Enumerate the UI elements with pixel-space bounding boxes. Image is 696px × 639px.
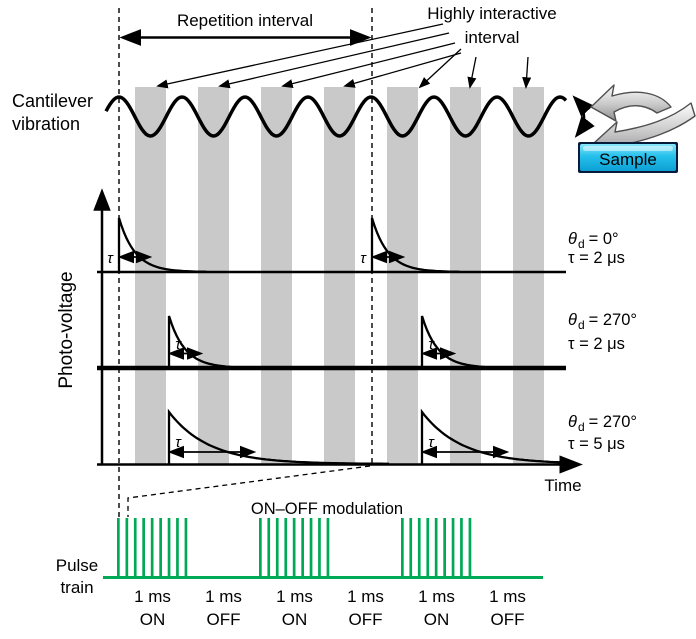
pulse <box>434 518 438 576</box>
tau-symbol: τ <box>175 336 182 353</box>
window-label-state: ON <box>424 610 450 629</box>
decay-curve <box>370 217 460 273</box>
pulse <box>326 518 330 576</box>
interactive-interval-bar <box>324 87 355 464</box>
pointer-arrow <box>218 32 450 89</box>
pulse <box>159 518 162 576</box>
pulse <box>259 518 262 576</box>
pulse <box>133 518 137 576</box>
decay-curve <box>117 217 207 273</box>
sample-box-highlight <box>583 146 673 151</box>
tau-value-row-2: τ = 2 μs <box>568 335 625 353</box>
pulse-train-baseline <box>103 576 543 579</box>
window-label-state: ON <box>140 610 166 629</box>
vibration-direction-arrow-icon <box>572 95 595 138</box>
pointer-arrow <box>418 48 462 89</box>
repetition-interval-label: Repetition interval <box>177 11 313 30</box>
tau-symbol: τ <box>107 250 114 267</box>
pulse <box>117 518 120 576</box>
highly-interactive-label-line1: Highly interactive <box>427 4 556 23</box>
pulse <box>167 518 171 576</box>
cantilever-3d-arrow-upper-icon <box>590 84 672 122</box>
window-label-duration: 1 ms <box>489 587 526 606</box>
window-label-state: OFF <box>207 610 241 629</box>
window-label-duration: 1 ms <box>205 587 242 606</box>
photo-voltage-axis-label: Photo-voltage <box>56 271 77 388</box>
pulse-group <box>259 518 330 576</box>
interactive-interval-pointer-arrows <box>156 23 532 89</box>
pulse-group <box>117 518 188 576</box>
pulse <box>142 518 145 576</box>
pulse <box>309 518 313 576</box>
time-axis-label: Time <box>544 476 581 495</box>
modulation-label: ON–OFF modulation <box>251 500 403 518</box>
tau-symbol: τ <box>175 434 182 451</box>
pulse <box>468 518 472 576</box>
interactive-interval-bar <box>450 87 481 464</box>
pulse <box>443 518 446 576</box>
tau-symbol: τ <box>428 434 435 451</box>
pulse <box>275 518 279 576</box>
pulse <box>267 518 271 576</box>
theta-label-row-3: θd = 270° <box>568 413 637 434</box>
cantilever-vibration-label-line2: vibration <box>12 114 80 134</box>
tau-value-row-3: τ = 5 μs <box>568 435 625 453</box>
interactive-interval-bar <box>387 87 418 464</box>
interactive-interval-bars <box>135 87 544 464</box>
pulse <box>451 518 455 576</box>
sample-box: Sample <box>578 142 678 173</box>
pulse <box>292 518 296 576</box>
pulse-group <box>401 518 472 576</box>
theta-label-row-1: θd = 0° <box>568 230 619 251</box>
pointer-arrow <box>156 23 444 89</box>
tau-symbol: τ <box>360 250 367 267</box>
expansion-dashed-line <box>127 465 371 517</box>
highly-interactive-label-line2: interval <box>465 28 520 47</box>
pulse <box>150 518 154 576</box>
cantilever-vibration-label-line1: Cantilever <box>12 91 93 111</box>
interactive-interval-bar <box>513 87 544 464</box>
cantilever-wave <box>104 95 568 138</box>
pulse <box>284 518 288 576</box>
decay-curve <box>420 315 510 369</box>
window-label-state: OFF <box>349 610 383 629</box>
window-label-duration: 1 ms <box>134 587 171 606</box>
pulse-train <box>103 518 543 579</box>
pulse <box>409 518 413 576</box>
window-label-duration: 1 ms <box>418 587 455 606</box>
interactive-interval-bar <box>261 87 292 464</box>
window-label-duration: 1 ms <box>347 587 384 606</box>
interactive-interval-bar <box>198 87 229 464</box>
decay-curve <box>167 315 257 369</box>
window-label-duration: 1 ms <box>276 587 313 606</box>
pulse <box>460 518 463 576</box>
pulse-train-label-line1: Pulse <box>56 556 99 575</box>
pulse <box>125 518 129 576</box>
window-label-state: ON <box>282 610 308 629</box>
pointer-arrow <box>467 56 477 89</box>
pulse-train-label-line2: train <box>60 578 93 597</box>
pulse <box>417 518 421 576</box>
pulse <box>176 518 179 576</box>
pointer-arrow <box>522 56 532 89</box>
pulse <box>401 518 404 576</box>
pointer-arrow <box>281 42 456 89</box>
tau-symbol: τ <box>428 336 435 353</box>
pointer-arrow <box>343 52 462 88</box>
interactive-interval-bar <box>135 87 166 464</box>
sample-label: Sample <box>599 150 657 169</box>
window-label-state: OFF <box>491 610 525 629</box>
theta-label-row-2: θd = 270° <box>568 311 637 332</box>
pulse <box>301 518 304 576</box>
pulse <box>426 518 430 576</box>
pulse <box>318 518 321 576</box>
tau-value-row-1: τ = 2 μs <box>568 249 625 267</box>
pulse-window-labels: 1 ms ON 1 ms OFF 1 ms ON 1 ms OFF 1 ms ON 1 ms OFF <box>134 587 526 629</box>
pulse <box>184 518 188 576</box>
